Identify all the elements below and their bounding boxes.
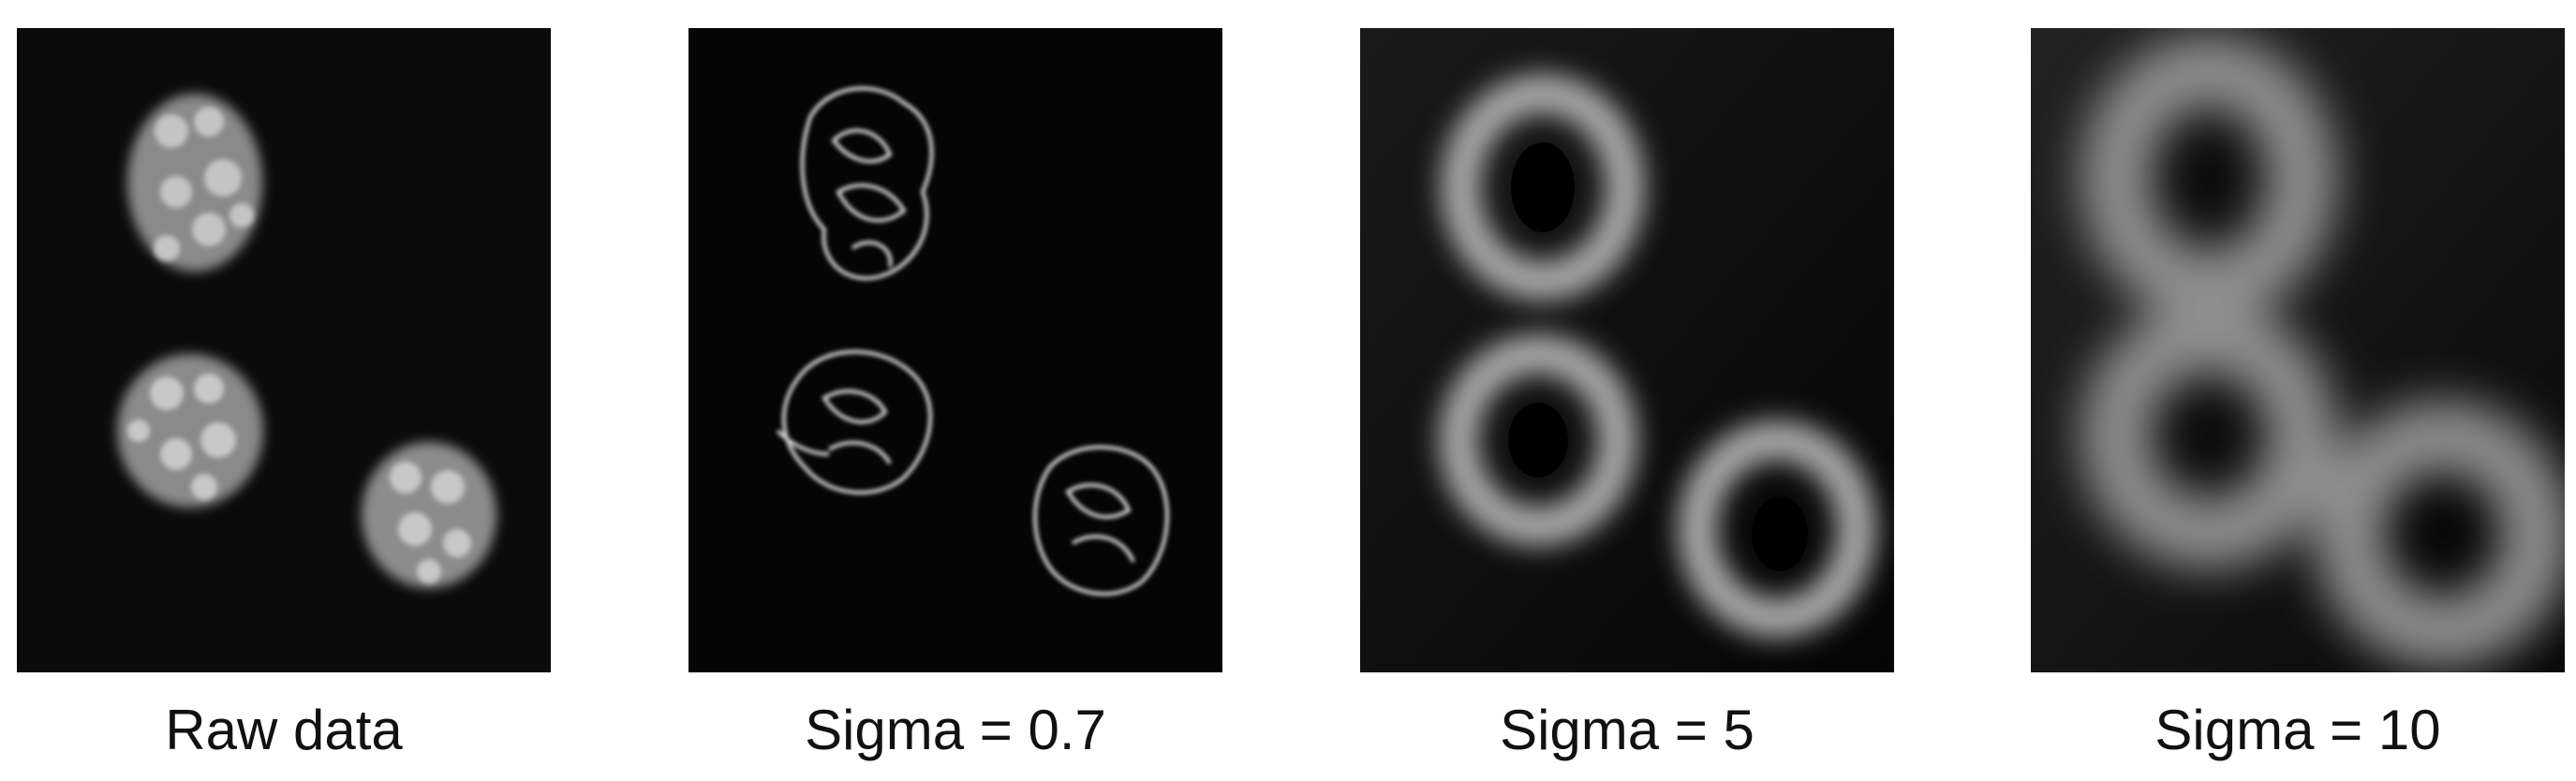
nucleus-top <box>92 61 298 304</box>
ring-bottom-right-center <box>1752 496 1808 571</box>
ring-bottom-right <box>1678 420 1876 638</box>
caption-sigma-5: Sigma = 5 <box>1500 699 1754 761</box>
nucleus-middle <box>82 318 298 543</box>
ring-bottom-right <box>2314 400 2565 668</box>
ring-top <box>2080 35 2338 321</box>
nucleus-top <box>800 86 934 281</box>
ring-middle-center <box>2188 411 2229 460</box>
sigma-10-image <box>2031 28 2565 672</box>
sigma-5-image <box>1360 28 1894 672</box>
sigma-0-7-image <box>688 28 1222 672</box>
raw-data-image <box>17 28 551 672</box>
caption-raw-data: Raw data <box>165 699 403 761</box>
ring-middle <box>1439 334 1637 546</box>
nucleus-bottom-right <box>326 412 532 618</box>
nucleus-middle <box>776 349 933 494</box>
ring-top-center <box>2188 140 2229 215</box>
nucleus-bottom-right <box>1033 445 1169 597</box>
ring-middle <box>2080 302 2338 569</box>
caption-sigma-10: Sigma = 10 <box>2154 699 2441 761</box>
caption-sigma-0-7: Sigma = 0.7 <box>805 699 1106 761</box>
ring-top-center <box>1511 142 1575 232</box>
ring-bottom-right-center <box>2422 509 2464 558</box>
ring-top <box>1441 74 1645 301</box>
ring-middle-center <box>1508 403 1568 478</box>
